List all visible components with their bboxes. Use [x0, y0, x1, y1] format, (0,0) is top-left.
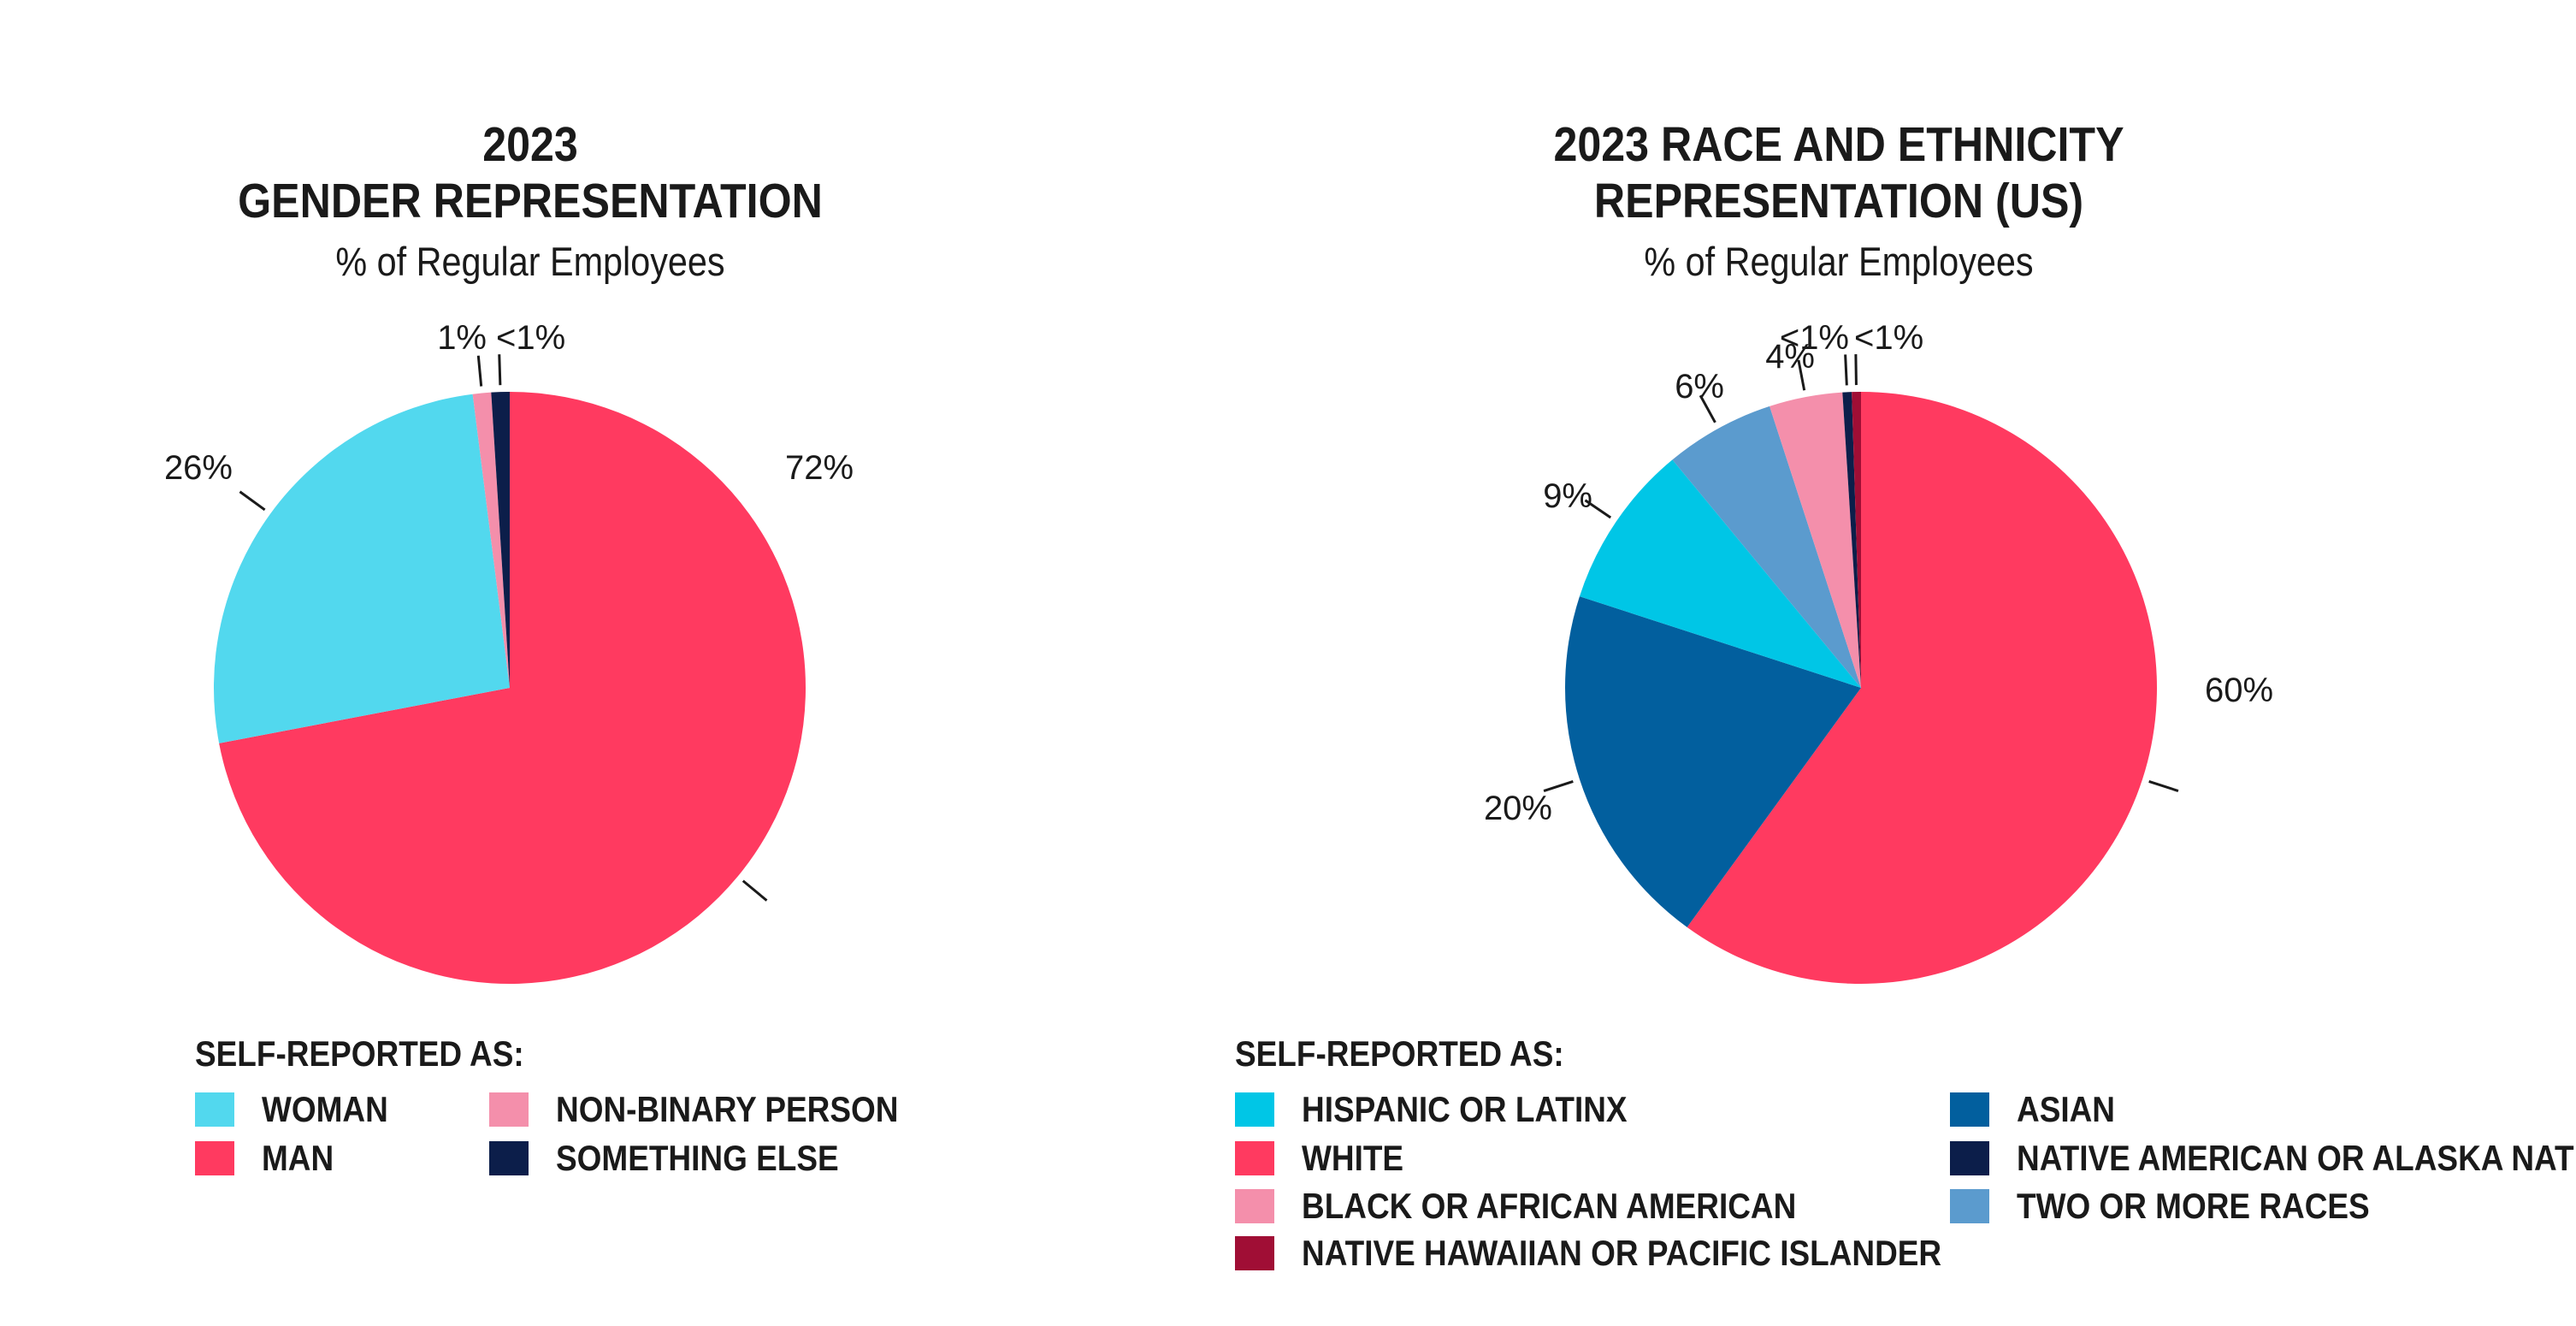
gender-slice-woman [213, 394, 510, 743]
gender-slice-something-else [491, 392, 510, 688]
gender-slice-non-binary-person [472, 392, 510, 688]
gender-legend-item-woman: WOMAN [195, 1089, 405, 1130]
gender-slice-man [219, 392, 806, 985]
race-slice-black-or-african-american [1770, 392, 1861, 688]
race-legend-item-two-or-more: TWO OR MORE RACES [1950, 1186, 2418, 1227]
gender-legend-swatch [489, 1092, 529, 1127]
race-leader-line [1854, 354, 1858, 386]
race-legend-item-black: BLACK OR AFRICAN AMERICAN [1235, 1186, 1864, 1227]
gender-legend-heading: SELF-REPORTED AS: [195, 1033, 524, 1074]
gender-title-line-2: GENDER REPRESENTATION [238, 174, 823, 228]
race-legend-label: HISPANIC OR LATINX [1302, 1089, 1628, 1129]
race-legend-label: BLACK OR AFRICAN AMERICAN [1302, 1186, 1797, 1226]
gender-title-line-1: 2023 [482, 117, 578, 172]
race-legend-item-white: WHITE [1235, 1138, 1417, 1179]
gender-data-label: 26% [164, 449, 233, 487]
race-leader-line [1797, 359, 1806, 391]
race-slice-asian [1565, 596, 1861, 927]
gender-leader-line [741, 879, 768, 902]
race-legend-heading: SELF-REPORTED AS: [1235, 1033, 1564, 1074]
race-legend-swatch [1950, 1189, 1989, 1223]
race-leader-line [1543, 779, 1574, 792]
race-slice-white [1687, 392, 2157, 984]
race-legend-swatch [1950, 1092, 1989, 1127]
gender-leader-line [476, 355, 483, 387]
race-data-label: 60% [2205, 672, 2273, 709]
race-data-label: <1% [1780, 319, 1849, 357]
race-legend-swatch [1235, 1141, 1274, 1175]
race-legend-item-native-hawaiian: NATIVE HAWAIIAN OR PACIFIC ISLANDER [1235, 1233, 2029, 1274]
race-legend-swatch [1235, 1189, 1274, 1223]
gender-data-label: 1% [437, 319, 487, 357]
race-title-line-1: 2023 RACE AND ETHNICITY [1553, 117, 2124, 172]
gender-leader-line [498, 354, 502, 386]
race-legend-item-hispanic: HISPANIC OR LATINX [1235, 1089, 1671, 1130]
gender-legend-label: NON-BINARY PERSON [556, 1089, 899, 1129]
gender-legend-item-non-binary: NON-BINARY PERSON [489, 1089, 945, 1130]
race-legend-label: TWO OR MORE RACES [2017, 1186, 2370, 1226]
race-legend-swatch [1235, 1092, 1274, 1127]
race-pie-chart: 60%20%9%6%4%<1% <1% [1484, 319, 2273, 984]
gender-data-label: <1% [496, 319, 565, 357]
gender-legend-item-something-else: SOMETHING ELSE [489, 1138, 877, 1179]
race-leader-line [1844, 354, 1848, 386]
race-data-label: 6% [1675, 368, 1724, 405]
race-slice-native-american-or-alaska-native [1842, 392, 1861, 688]
gender-chart-subtitle: % of Regular Employees [335, 239, 725, 284]
race-legend-item-native-american: NATIVE AMERICAN OR ALASKA NATIVE [1950, 1138, 2576, 1179]
race-legend-swatch [1235, 1236, 1274, 1270]
race-data-label: 4% [1765, 338, 1815, 376]
gender-legend-label: WOMAN [262, 1089, 388, 1129]
gender-legend-label: MAN [262, 1138, 334, 1178]
gender-legend-item-man: MAN [195, 1138, 344, 1179]
race-legend-label: ASIAN [2017, 1089, 2116, 1129]
gender-legend-swatch [195, 1141, 234, 1175]
race-slice-native-hawaiian-or-pacific-islander [1852, 392, 1861, 688]
gender-chart-title: 2023 GENDER REPRESENTATION [63, 116, 996, 229]
race-data-label: 9% [1543, 477, 1592, 515]
race-chart-panel: 2023 RACE AND ETHNICITY REPRESENTATION (… [1112, 0, 2576, 1326]
race-leader-line [2148, 779, 2179, 792]
race-title-line-2: REPRESENTATION (US) [1593, 174, 2084, 228]
race-data-label: <1% [1854, 319, 1923, 357]
gender-legend-swatch [489, 1141, 529, 1175]
gender-legend-label: SOMETHING ELSE [556, 1138, 839, 1178]
gender-chart-panel: 2023 GENDER REPRESENTATION % of Regular … [0, 0, 1061, 1326]
race-data-label: 20% [1484, 790, 1552, 827]
gender-pie-chart: 72% 26% 1% <1% [164, 319, 854, 985]
race-legend-label: NATIVE AMERICAN OR ALASKA NATIVE [2017, 1138, 2576, 1178]
race-legend-item-asian: ASIAN [1950, 1089, 2129, 1130]
race-chart-title: 2023 RACE AND ETHNICITY REPRESENTATION (… [1425, 116, 2253, 229]
race-chart-subtitle: % of Regular Employees [1644, 239, 2034, 284]
gender-leader-line [239, 490, 266, 512]
race-legend-label: NATIVE HAWAIIAN OR PACIFIC ISLANDER [1302, 1233, 1942, 1273]
race-slice-two-or-more-races [1672, 405, 1861, 688]
gender-legend-swatch [195, 1092, 234, 1127]
race-legend-label: WHITE [1302, 1138, 1404, 1178]
race-slice-hispanic-or-latinx [1579, 459, 1861, 688]
race-leader-line [1584, 499, 1612, 519]
gender-data-label: 72% [785, 449, 854, 487]
race-legend-swatch [1950, 1141, 1989, 1175]
race-leader-line [1699, 394, 1716, 423]
